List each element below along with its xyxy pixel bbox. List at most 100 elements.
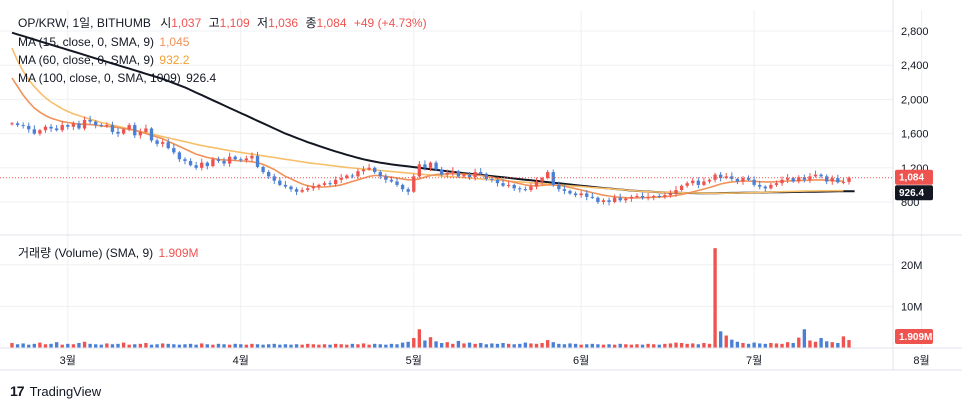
candle-body	[702, 181, 706, 185]
volume-tick-label: 10M	[901, 301, 922, 313]
volume-bar	[233, 343, 237, 348]
volume-bar	[479, 343, 483, 348]
candle-body	[696, 180, 701, 185]
volume-bar	[618, 343, 622, 348]
volume-bar	[333, 343, 338, 348]
candle-body	[730, 176, 734, 179]
candle-body	[434, 162, 438, 170]
volume-bar	[529, 343, 533, 348]
candle-body	[562, 189, 567, 191]
volume-bar	[540, 343, 544, 348]
ma60-legend[interactable]: MA (60, close, 0, SMA, 9) 932.2	[18, 52, 189, 68]
candle-body	[506, 184, 511, 186]
candle-body	[300, 190, 304, 192]
ma15-value: 1,045	[159, 35, 190, 49]
volume-bar	[27, 344, 31, 348]
volume-bar	[267, 344, 271, 348]
volume-bar	[836, 343, 840, 348]
volume-bar	[657, 344, 661, 348]
candle-body	[38, 130, 42, 134]
volume-series	[10, 248, 851, 348]
volume-bar	[512, 344, 516, 348]
close-value: 1,084	[316, 16, 347, 30]
candle-body	[451, 171, 455, 173]
candle-body	[802, 177, 807, 180]
candle-body	[356, 171, 360, 177]
volume-bar	[557, 343, 561, 348]
volume-bar	[300, 344, 304, 348]
candle-body	[32, 129, 36, 134]
candle-body	[484, 173, 488, 179]
volume-bar	[713, 248, 717, 348]
volume-bar	[294, 344, 299, 348]
volume-bar	[322, 344, 327, 348]
volume-bar	[278, 344, 282, 348]
candle-body	[752, 179, 756, 185]
ma100-legend[interactable]: MA (100, close, 0, SMA, 1009) 926.4	[18, 70, 216, 86]
volume-bar	[38, 342, 42, 348]
candle-body	[272, 176, 276, 181]
price-tick-label: 2,400	[901, 60, 929, 72]
ma60-value: 932.2	[159, 53, 190, 67]
candle-body	[546, 172, 550, 179]
volume-bar	[841, 336, 846, 348]
price-tick-label: 1,600	[901, 129, 929, 141]
candle-body	[769, 184, 773, 189]
candle-body	[847, 177, 851, 182]
volume-bar	[378, 344, 382, 348]
candle-body	[384, 176, 388, 180]
volume-bar	[10, 343, 14, 348]
ma100-label: MA (100, close, 0, SMA, 1009)	[18, 71, 181, 85]
volume-bar	[127, 344, 131, 348]
volume-bar	[361, 343, 366, 348]
volume-bar	[579, 344, 583, 348]
volume-bar	[43, 344, 48, 348]
tradingview-branding[interactable]: 17 TradingView	[10, 383, 101, 399]
volume-bar	[239, 344, 243, 348]
candle-body	[741, 178, 745, 182]
volume-bar	[501, 343, 505, 348]
volume-bar	[518, 343, 522, 348]
candle-body	[607, 200, 611, 202]
candle-body	[534, 181, 539, 187]
candle-body	[652, 196, 656, 198]
candle-body	[836, 178, 840, 183]
volume-bar	[573, 343, 578, 348]
candle-body	[529, 186, 533, 191]
ma15-legend[interactable]: MA (15, close, 0, SMA, 9) 1,045	[18, 34, 189, 50]
high-label: 고	[208, 16, 220, 30]
volume-bar	[194, 344, 198, 348]
volume-bar	[389, 343, 394, 348]
volume-bar	[261, 344, 265, 348]
volume-bar	[730, 339, 734, 348]
volume-bar	[473, 343, 477, 348]
high-value: 1,109	[219, 16, 250, 30]
volume-bar	[54, 342, 59, 348]
candle-body	[691, 180, 695, 184]
candle-body	[540, 178, 544, 182]
candle-body	[43, 126, 48, 131]
candle-body	[797, 177, 801, 182]
candle-body	[758, 184, 762, 187]
candle-body	[618, 197, 622, 201]
volume-bar	[289, 344, 293, 348]
candle-body	[205, 162, 209, 167]
candle-body	[322, 183, 327, 185]
volume-bar	[797, 337, 801, 348]
volume-bar	[283, 344, 288, 348]
volume-bar	[21, 343, 25, 348]
time-tick-label: 3월	[60, 354, 76, 367]
candle-body	[350, 175, 355, 177]
volume-bar	[412, 338, 416, 348]
candle-body	[166, 142, 170, 149]
candle-body	[663, 195, 667, 197]
tradingview-logo-icon: 17	[10, 383, 25, 399]
volume-legend[interactable]: 거래량 (Volume) (SMA, 9) 1.909M	[18, 245, 199, 261]
time-tick-label: 6월	[573, 354, 589, 367]
volume-bar	[155, 344, 159, 348]
candle-body	[160, 142, 165, 144]
volume-bar	[646, 343, 650, 348]
volume-bar	[105, 343, 109, 348]
